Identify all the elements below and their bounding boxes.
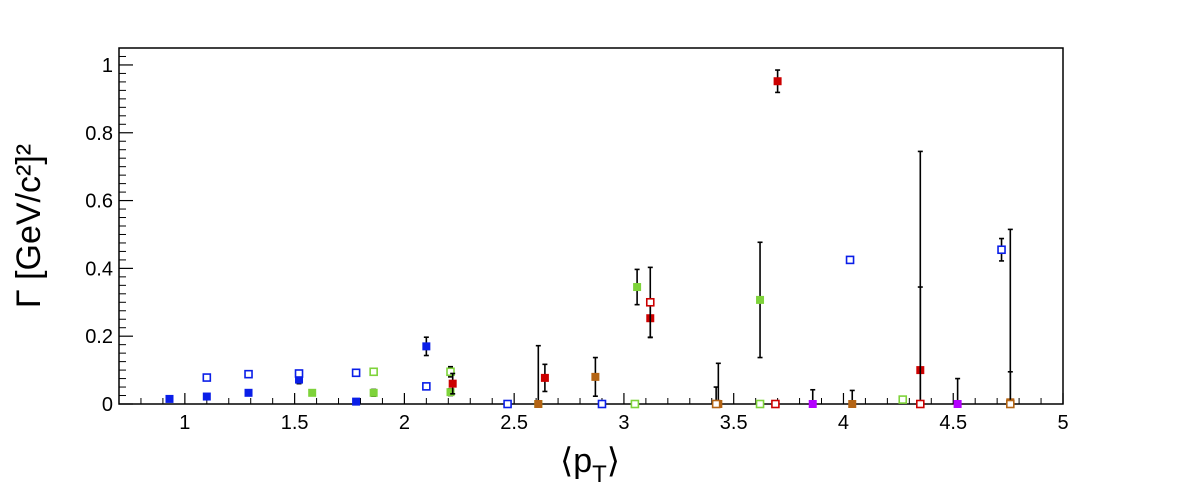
open-marker (845, 255, 855, 265)
filled-marker (165, 394, 174, 403)
filled-marker (953, 400, 962, 408)
filled-marker (244, 388, 253, 397)
filled-marker (591, 372, 600, 381)
open-marker (898, 395, 908, 404)
filled-marker (534, 400, 543, 408)
x-tick-label: 3 (618, 412, 629, 434)
x-tick-label: 5 (1057, 412, 1068, 434)
filled-marker (848, 400, 857, 408)
open-marker (1006, 399, 1015, 409)
open-marker (755, 399, 765, 409)
y-axis-tick-labels: 0 0.2 0.4 0.6 0.8 1 (85, 55, 113, 416)
filled-marker (202, 392, 211, 401)
y-tick-label: 0.4 (85, 258, 113, 280)
open-marker (645, 297, 655, 307)
open-marker (422, 382, 431, 391)
open-marker (997, 245, 1006, 255)
filled-marker (369, 388, 378, 397)
y-axis-ticks (119, 47, 133, 405)
filled-marker (540, 373, 549, 382)
open-marker (202, 373, 212, 382)
open-marker (771, 399, 780, 409)
y-tick-label: 1 (102, 55, 113, 77)
x-axis-title: ⟨pT⟩ (560, 442, 620, 488)
x-axis-tick-labels: 1 1.5 2 2.5 3 3.5 4 4.5 5 (179, 412, 1068, 434)
open-marker (351, 368, 361, 378)
x-tick-label: 2.5 (500, 412, 528, 434)
y-tick-label: 0.6 (85, 191, 113, 213)
open-marker (294, 369, 304, 378)
y-tick-label: 0.2 (85, 326, 113, 348)
x-tick-label: 4.5 (939, 412, 967, 434)
x-axis-title-subscript: T (592, 461, 607, 488)
open-marker (630, 399, 640, 409)
plot-frame (118, 47, 1064, 405)
filled-marker (633, 283, 642, 292)
x-tick-label: 3.5 (720, 412, 748, 434)
filled-marker (756, 295, 765, 304)
open-marker (711, 399, 721, 409)
filled-marker (446, 388, 455, 397)
x-axis-title-close: ⟩ (607, 442, 620, 480)
filled-marker (808, 400, 817, 408)
y-axis-title: Γ [GeV/c²]² (10, 144, 48, 308)
filled-marker (422, 342, 431, 351)
y-tick-label: 0 (102, 394, 113, 416)
open-marker (916, 399, 925, 409)
y-tick-label: 0.8 (85, 123, 113, 145)
x-tick-label: 4 (838, 412, 849, 434)
open-marker (369, 367, 378, 377)
data-points (165, 69, 1015, 409)
open-marker (446, 367, 455, 377)
filled-marker (773, 77, 782, 86)
filled-marker (448, 379, 457, 388)
filled-marker (352, 397, 361, 406)
x-tick-label: 2 (399, 412, 410, 434)
open-marker (244, 369, 253, 379)
x-tick-label: 1.5 (281, 412, 309, 434)
x-axis-title-main: ⟨p (560, 442, 592, 480)
filled-marker (308, 388, 317, 397)
x-tick-label: 1 (179, 412, 190, 434)
open-marker (503, 399, 512, 409)
open-marker (597, 399, 607, 409)
